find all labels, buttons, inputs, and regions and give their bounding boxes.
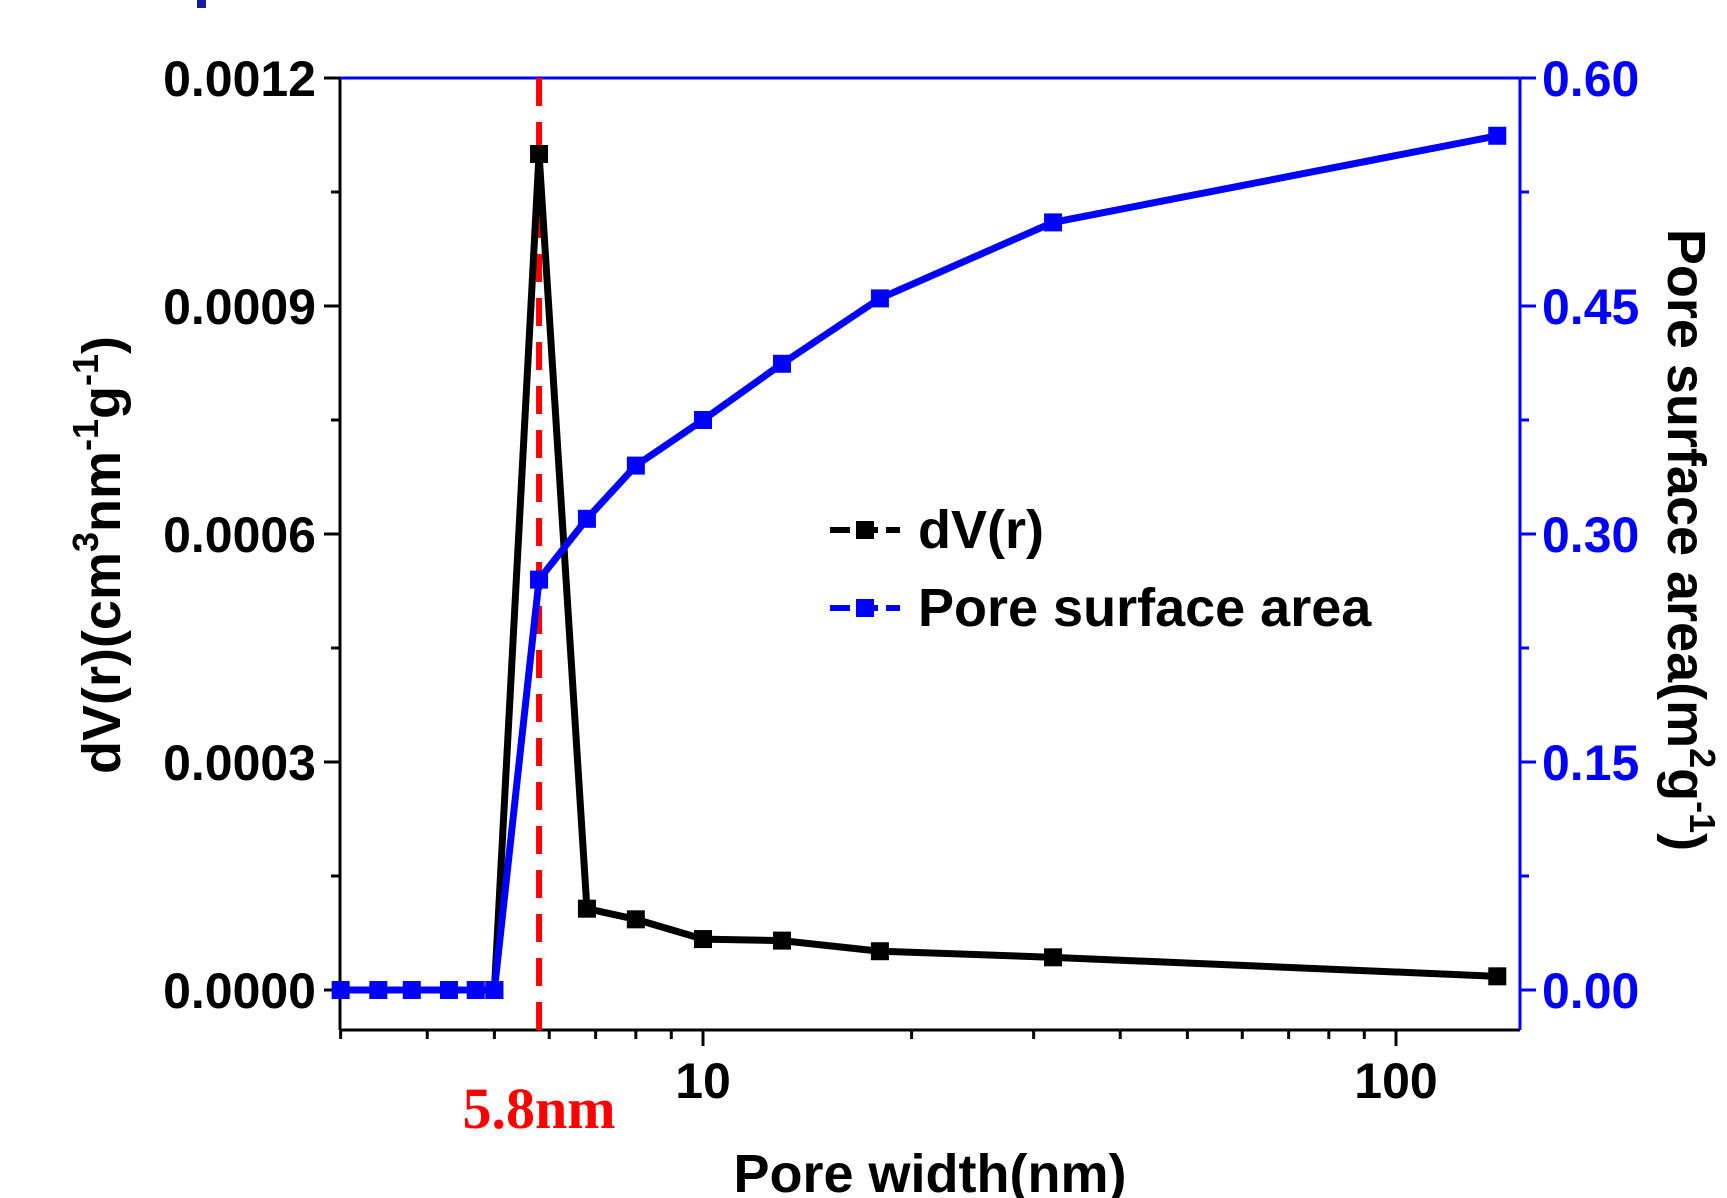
dv-series-point [577,899,596,918]
legend: dV(r) Pore surface area [830,500,1372,638]
dv-series-point [530,145,549,163]
surface-area-series-point [439,981,458,999]
left-axis-ticks: 0.0000 0.0003 0.0006 0.0009 0.0012 [163,51,340,1019]
right-axis-title-sup-3: -1 [1682,801,1723,833]
dv-series-point [1044,948,1063,967]
right-tick-label: 0.30 [1542,507,1639,563]
surface-area-series-point [331,981,350,999]
right-tick-label: 0.15 [1542,735,1639,791]
surface-area-series-point [530,570,549,589]
left-axis-title-sup-3: -1 [65,419,106,451]
surface-area-series-point [870,289,889,308]
left-axis-title: dV(r)(cm3nm-1g-1) [65,336,132,774]
surface-area-series-point [694,411,712,429]
dv-series-point [1488,967,1507,986]
right-axis-title-part-0: Pore surface area(m [1656,229,1716,748]
legend-label-dv: dV(r) [918,500,1044,560]
legend-label-area: Pore surface area [918,578,1372,638]
legend-marker-area [856,599,874,617]
surface-area-series-point [369,981,388,999]
surface-area-series-point [577,509,596,528]
x-tick-label: 10 [675,1053,731,1109]
left-axis-title-part-4: g [72,386,132,419]
surface-area-series-point [772,354,791,373]
right-axis-title-part-2: g [1656,768,1716,801]
surface-area-series-point [466,981,485,999]
dv-series-point [626,910,645,929]
left-tick-label: 0.0012 [163,51,316,107]
surface-area-series-point [1488,126,1507,145]
x-axis-ticks: 10 100 [339,1030,1438,1109]
annotation-label: 5.8nm [463,1076,616,1141]
right-axis-title-sup-1: 2 [1682,748,1723,768]
dv-series-point [772,931,791,950]
dv-series-point [694,930,712,949]
right-axis-title: Pore surface area(m2g-1) [1656,229,1723,851]
dv-series-point [870,942,889,961]
series-layer [331,126,1507,999]
dv-series-line [490,153,1498,991]
left-tick-label: 0.0009 [163,279,316,335]
left-tick-label: 0.0000 [163,963,316,1019]
top-edge-mark [197,0,206,8]
surface-area-series-point [485,981,504,999]
legend-marker-dv [856,521,874,539]
right-tick-label: 0.60 [1542,51,1639,107]
right-axis-title-part-4: ) [1656,833,1716,851]
left-axis-title-part-6: ) [72,336,132,354]
surface-area-series-point [1044,213,1063,232]
right-axis-ticks: 0.00 0.15 0.30 0.45 0.60 [1520,51,1639,1019]
left-axis-title-part-0: dV(r)(cm [72,552,132,774]
left-tick-label: 0.0003 [163,735,316,791]
left-axis-title-sup-5: -1 [65,354,106,386]
right-tick-label: 0.45 [1542,279,1639,335]
left-axis-title-part-2: nm [72,451,132,532]
surface-area-series-point [626,456,645,475]
left-axis-title-sup-1: 3 [65,532,106,552]
x-tick-label: 100 [1354,1053,1437,1109]
left-tick-label: 0.0006 [163,507,316,563]
x-axis-title: Pore width(nm) [734,1144,1127,1198]
surface-area-series-point [402,981,421,999]
right-tick-label: 0.00 [1542,963,1639,1019]
